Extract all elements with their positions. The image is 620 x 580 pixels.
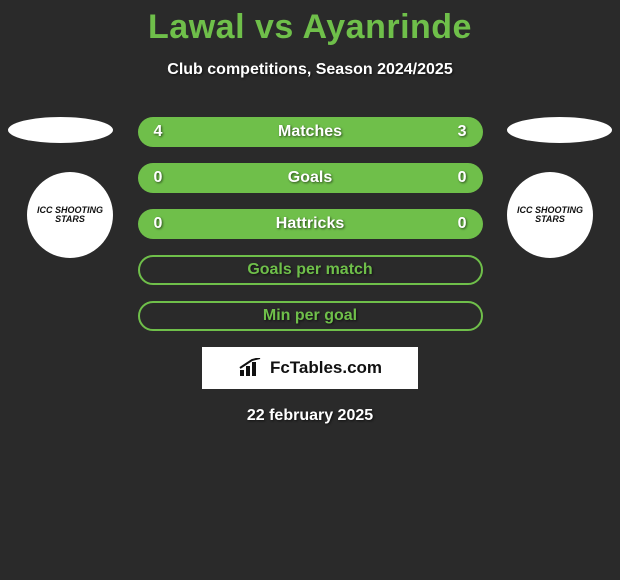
stat-left-value: 4: [154, 123, 163, 141]
player-right-club-badge: ICC SHOOTING STARS: [507, 172, 593, 258]
stat-right-value: 3: [458, 123, 467, 141]
date-line: 22 february 2025: [0, 407, 620, 425]
subtitle: Club competitions, Season 2024/2025: [0, 61, 620, 79]
chart-icon: [238, 358, 264, 378]
brand-text: FcTables.com: [270, 358, 382, 378]
stat-label: Matches: [278, 123, 342, 141]
stat-row-matches: 4 Matches 3: [138, 117, 483, 147]
player-right-flag: [507, 117, 612, 143]
page-title: Lawal vs Ayanrinde: [0, 0, 620, 47]
stat-right-value: 0: [458, 169, 467, 187]
stat-label: Hattricks: [276, 215, 344, 233]
stat-label: Min per goal: [263, 307, 357, 325]
stat-row-goals: 0 Goals 0: [138, 163, 483, 193]
stat-row-goals-per-match: Goals per match: [138, 255, 483, 285]
stats-container: ICC SHOOTING STARS ICC SHOOTING STARS 4 …: [0, 117, 620, 425]
stat-row-min-per-goal: Min per goal: [138, 301, 483, 331]
stat-left-value: 0: [154, 215, 163, 233]
player-left-flag: [8, 117, 113, 143]
brand-box: FcTables.com: [202, 347, 418, 389]
stat-label: Goals per match: [247, 261, 372, 279]
stat-label: Goals: [288, 169, 332, 187]
stat-row-hattricks: 0 Hattricks 0: [138, 209, 483, 239]
stat-right-value: 0: [458, 215, 467, 233]
player-left-club-badge: ICC SHOOTING STARS: [27, 172, 113, 258]
stat-left-value: 0: [154, 169, 163, 187]
